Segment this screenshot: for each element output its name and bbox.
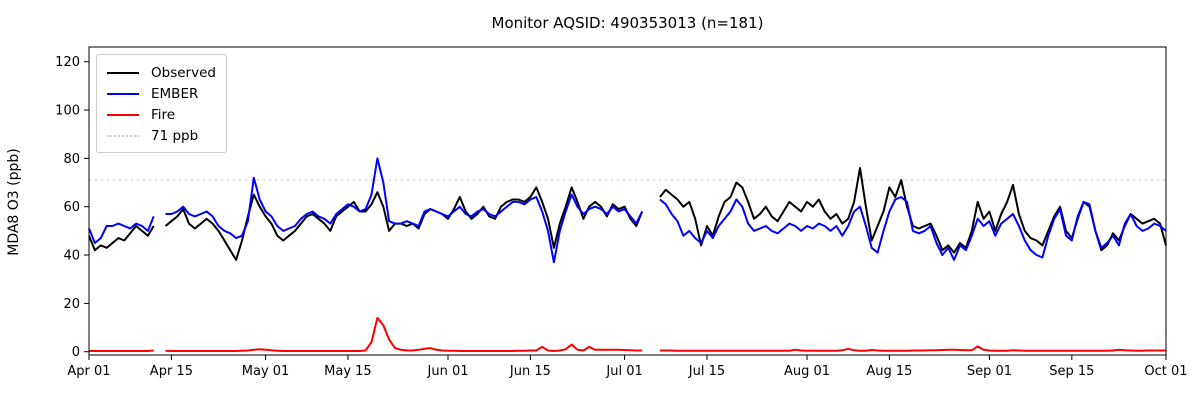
x-tick-label: Jul 15: [688, 364, 725, 379]
ember-line-sample: [107, 92, 139, 95]
x-tick-label: Sep 15: [1049, 364, 1094, 379]
x-tick-label: Apr 15: [150, 364, 193, 379]
ember-line: [165, 157, 644, 264]
ember-line: [659, 196, 1167, 261]
y-tick-label: 0: [72, 345, 80, 360]
y-axis-label: MDA8 O3 (ppb): [6, 148, 22, 256]
y-tick-label: 120: [55, 55, 80, 70]
x-tick-label: Sep 01: [967, 364, 1012, 379]
x-tick-label: Oct 01: [1144, 364, 1187, 379]
x-tick-label: Jul 01: [605, 364, 642, 379]
plot-background: [89, 47, 1166, 355]
fire-line: [165, 316, 643, 352]
fire-line-sample: [107, 113, 139, 116]
legend-label: Fire: [151, 106, 176, 123]
fire-line: [89, 349, 154, 352]
x-tick-label: May 01: [242, 364, 290, 379]
legend-item-threshold: 71 ppb: [107, 125, 216, 146]
x-tick-label: Apr 01: [67, 364, 110, 379]
x-tick-label: May 15: [324, 364, 372, 379]
observed-line-sample: [107, 71, 139, 74]
legend-item-ember: EMBER: [107, 83, 216, 104]
plot-spines: [88, 46, 1167, 356]
legend-item-fire: Fire: [107, 104, 216, 125]
x-tick-label: Aug 01: [784, 364, 830, 379]
x-tick-label: Jun 01: [427, 364, 469, 379]
legend: Observed EMBER Fire 71 ppb: [96, 54, 227, 153]
fire-line: [659, 345, 1166, 352]
x-tick-label: Aug 15: [866, 364, 912, 379]
legend-label: EMBER: [151, 85, 199, 102]
threshold-line-sample: [107, 134, 139, 137]
y-tick-label: 40: [63, 249, 80, 264]
legend-label: Observed: [151, 64, 216, 81]
legend-label: 71 ppb: [151, 127, 199, 144]
legend-item-observed: Observed: [107, 62, 216, 83]
y-tick-label: 20: [63, 297, 80, 312]
observed-line: [88, 225, 155, 252]
ember-line: [88, 216, 155, 244]
y-tick-label: 60: [63, 200, 80, 215]
y-tick-label: 100: [55, 104, 80, 119]
x-tick-label: Jun 15: [509, 364, 551, 379]
chart-title: Monitor AQSID: 490353013 (n=181): [491, 14, 764, 32]
y-tick-label: 80: [63, 152, 80, 167]
